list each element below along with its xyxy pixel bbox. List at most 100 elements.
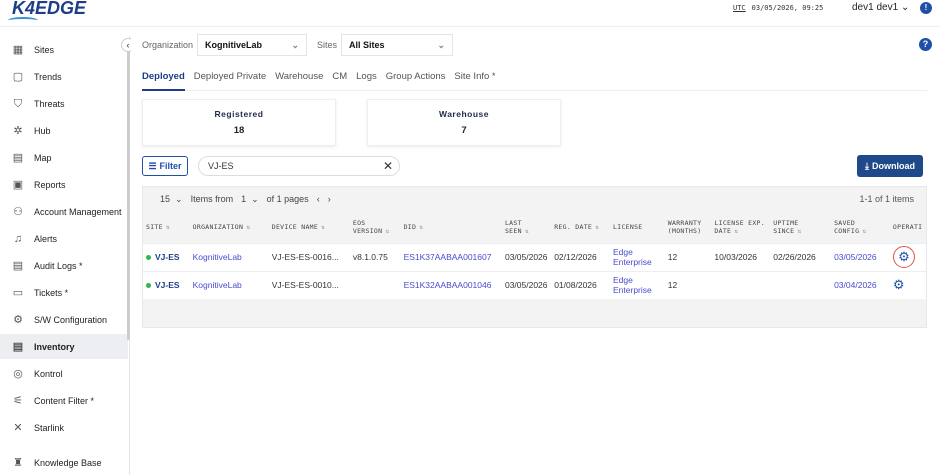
page-size-select[interactable]: 15 ⌄ xyxy=(160,194,183,204)
sidebar-scrollbar[interactable] xyxy=(127,40,130,340)
column-header[interactable]: OPERATI xyxy=(889,212,926,243)
did-cell-text[interactable]: ES1K37AABAA001607 xyxy=(403,252,492,262)
org-cell-text[interactable]: KognitiveLab xyxy=(192,280,242,291)
column-header[interactable]: UPTIME SINCE ⇅ xyxy=(770,212,832,243)
card-value: 18 xyxy=(233,125,245,136)
column-header[interactable]: ORGANIZATION ⇅ xyxy=(189,212,269,243)
next-page-icon[interactable]: › xyxy=(327,194,331,204)
prev-page-icon[interactable]: ‹ xyxy=(316,194,320,204)
org-label: Organization xyxy=(142,40,194,50)
sidebar-item-sites[interactable]: ▦ Sites xyxy=(0,37,128,62)
sidebar-item-kontrol[interactable]: ◎ Kontrol xyxy=(0,361,128,386)
sidebar-item-map[interactable]: ▤ Map xyxy=(0,145,128,170)
sites-select[interactable]: All Sites ⌄ xyxy=(341,34,454,56)
site-link[interactable]: VJ-ES xyxy=(155,280,180,291)
sidebar-item-knowledge-base[interactable]: ♜ Knowledge Base xyxy=(0,450,128,475)
gear-icon[interactable]: ⚙ xyxy=(892,277,905,293)
tab-cm[interactable]: CM xyxy=(332,71,348,82)
org-cell-text[interactable]: KognitiveLab xyxy=(192,252,242,262)
sidebar-item-content-filter[interactable]: ⚟ Content Filter * xyxy=(0,388,128,413)
sidebar-item-audit-logs[interactable]: ▤ Audit Logs * xyxy=(0,253,128,278)
tab-deployed[interactable]: Deployed xyxy=(142,64,185,91)
saved-config-cell-text[interactable]: 03/04/2026 xyxy=(834,280,877,291)
license-cell-text[interactable]: Edge Enterprise xyxy=(613,247,652,267)
sort-icon[interactable]: ⇅ xyxy=(385,228,390,236)
sort-icon[interactable]: ⇅ xyxy=(165,224,170,232)
saved-config-cell[interactable]: 03/04/2026 xyxy=(831,270,890,299)
sidebar-item-inventory[interactable]: ▤ Inventory xyxy=(0,334,128,359)
sidebar-item-s-w-configuration[interactable]: ⚙ S/W Configuration xyxy=(0,307,128,332)
gear-icon[interactable]: ⚙ xyxy=(892,246,915,268)
card-title: Warehouse xyxy=(438,109,489,119)
org-cell[interactable]: KognitiveLab xyxy=(189,242,269,271)
column-header[interactable]: SITE ⇅ xyxy=(143,212,190,243)
sort-icon[interactable]: ⇅ xyxy=(524,228,529,236)
column-label: OPERATI xyxy=(892,223,923,232)
sidebar-item-account-management[interactable]: ⚇ Account Management xyxy=(0,199,128,224)
search-input[interactable]: VJ-ES ✕ xyxy=(198,156,400,176)
column-header[interactable]: DID ⇅ xyxy=(400,212,502,243)
sort-icon[interactable]: ⇅ xyxy=(797,228,802,236)
license-cell[interactable]: Edge Enterprise xyxy=(610,270,665,299)
search-value: VJ-ES xyxy=(208,161,234,171)
column-header[interactable]: EOS VERSION ⇅ xyxy=(349,212,401,243)
column-header[interactable]: LAST SEEN ⇅ xyxy=(501,212,552,243)
sort-icon[interactable]: ⇅ xyxy=(595,224,600,232)
tab-group-actions[interactable]: Group Actions xyxy=(385,71,446,82)
site-cell[interactable]: VJ-ES xyxy=(143,242,190,271)
column-header[interactable]: LICENSE EXP. DATE ⇅ xyxy=(711,212,771,243)
column-header[interactable]: SAVED CONFIG ⇅ xyxy=(831,212,890,243)
org-cell[interactable]: KognitiveLab xyxy=(189,270,269,299)
sort-icon[interactable]: ⇅ xyxy=(321,224,326,232)
saved-config-cell-text[interactable]: 03/05/2026 xyxy=(834,252,877,262)
last-seen-cell: 03/05/2026 xyxy=(501,242,552,271)
did-cell-text[interactable]: ES1K32AABAA001046 xyxy=(403,280,492,291)
sidebar-item-tickets[interactable]: ▭ Tickets * xyxy=(0,280,128,305)
column-label: EOS VERSION xyxy=(352,219,383,236)
tab-site-info[interactable]: Site Info * xyxy=(454,71,496,82)
sidebar-item-hub[interactable]: ✲ Hub xyxy=(0,118,128,143)
sidebar-item-reports[interactable]: ▣ Reports xyxy=(0,172,128,197)
sort-icon[interactable]: ⇅ xyxy=(862,228,867,236)
globe-icon: ◎ xyxy=(13,367,23,380)
site-cell[interactable]: VJ-ES xyxy=(143,270,190,299)
chevron-down-icon: ⌄ xyxy=(900,2,910,13)
tab-deployed-private[interactable]: Deployed Private xyxy=(193,71,267,82)
hub-icon: ✲ xyxy=(13,124,23,137)
org-select[interactable]: KognitiveLab ⌄ xyxy=(197,34,308,56)
page-number: 1 xyxy=(241,194,247,204)
bell-icon: ♫ xyxy=(13,232,23,245)
column-header[interactable]: LICENSE xyxy=(610,212,665,243)
help-icon[interactable]: ? xyxy=(919,38,932,51)
column-header[interactable]: WARRANTY (MONTHS) xyxy=(664,212,712,243)
page-select[interactable]: 1 ⌄ xyxy=(241,194,259,204)
eos-cell-text: v8.1.0.75 xyxy=(352,252,388,262)
license-cell-text[interactable]: Edge Enterprise xyxy=(613,275,652,296)
tablet-icon: ▢ xyxy=(12,70,24,83)
download-label: Download xyxy=(871,161,915,171)
sort-icon[interactable]: ⇅ xyxy=(734,228,739,236)
eos-cell xyxy=(349,270,401,299)
license-exp-cell xyxy=(711,270,771,299)
sort-icon[interactable]: ⇅ xyxy=(419,224,424,232)
filter-button[interactable]: ☰ Filter xyxy=(142,156,188,176)
clear-icon[interactable]: ✕ xyxy=(382,159,393,173)
saved-config-cell[interactable]: 03/05/2026 xyxy=(831,242,890,271)
tab-logs[interactable]: Logs xyxy=(356,71,377,82)
alert-icon[interactable]: ! xyxy=(920,2,932,14)
user-menu[interactable]: dev1 dev1 ⌄ xyxy=(852,2,909,13)
sidebar-item-starlink[interactable]: ✕ Starlink xyxy=(0,415,128,440)
did-cell[interactable]: ES1K37AABAA001607 xyxy=(400,242,502,271)
sort-icon[interactable]: ⇅ xyxy=(246,224,251,232)
sidebar-item-alerts[interactable]: ♫ Alerts xyxy=(0,226,128,251)
did-cell[interactable]: ES1K32AABAA001046 xyxy=(400,270,502,299)
download-button[interactable]: ⤓ Download xyxy=(857,155,923,177)
column-header[interactable]: REG. DATE ⇅ xyxy=(551,212,611,243)
sidebar-item-label: Kontrol xyxy=(34,368,63,379)
tab-warehouse[interactable]: Warehouse xyxy=(275,71,324,82)
license-cell[interactable]: Edge Enterprise xyxy=(610,242,665,271)
column-header[interactable]: DEVICE NAME ⇅ xyxy=(268,212,350,243)
sidebar-item-trends[interactable]: ▢ Trends xyxy=(0,64,128,89)
sidebar-item-threats[interactable]: ⛉ Threats xyxy=(0,91,128,116)
site-link[interactable]: VJ-ES xyxy=(155,252,180,262)
